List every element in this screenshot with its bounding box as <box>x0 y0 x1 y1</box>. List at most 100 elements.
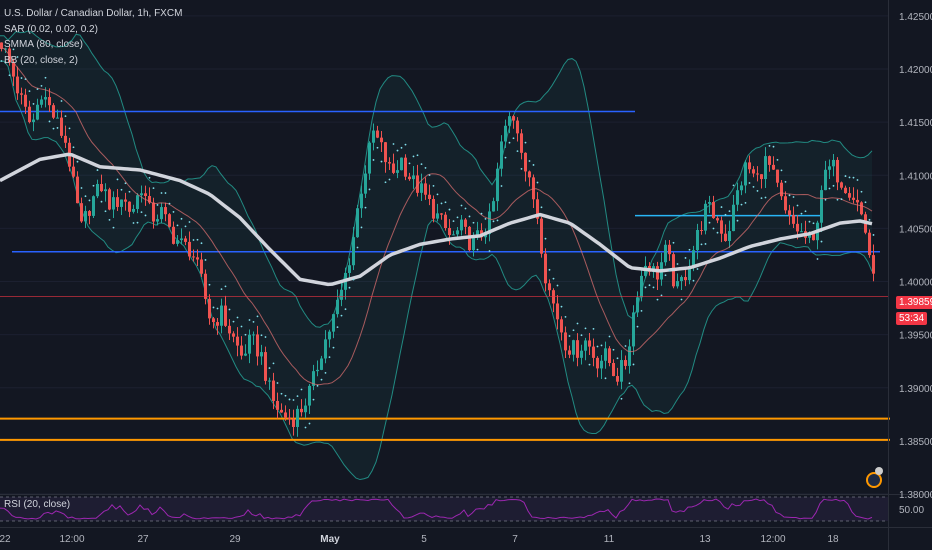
candle-body <box>604 348 607 361</box>
sar-dot <box>156 204 159 206</box>
sar-dot <box>68 127 71 130</box>
candle-body <box>516 120 519 134</box>
sar-dot <box>872 234 875 236</box>
candle-body <box>624 360 627 366</box>
candle-body <box>612 363 615 377</box>
sar-dot <box>208 283 211 286</box>
candle-body <box>592 346 595 358</box>
candle-body <box>712 202 715 219</box>
candle-body <box>192 256 195 258</box>
price-tick-label: 1.39000 <box>899 384 932 395</box>
bollinger-fill <box>0 30 872 480</box>
candle-body <box>440 213 443 215</box>
symbol-title[interactable]: U.S. Dollar / Canadian Dollar, 1h, FXCM <box>4 8 183 19</box>
candle-body <box>444 214 447 229</box>
time-axis[interactable]: 22 12:00 27 29 May 5 7 11 13 12:00 18 <box>0 534 839 545</box>
indicator-bb-label[interactable]: BB (20, close, 2) <box>4 54 78 66</box>
indicator-sar-label[interactable]: SAR (0.02, 0.02, 0.2) <box>4 23 98 35</box>
candle-body <box>384 142 387 163</box>
usd-flag-icon[interactable] <box>866 472 882 488</box>
candle-body <box>688 267 691 281</box>
sar-dot <box>88 199 91 202</box>
sar-dot <box>548 268 551 271</box>
candle-body <box>560 319 563 333</box>
candle-body <box>540 218 543 254</box>
sar-dot <box>144 214 147 217</box>
countdown-tag: 53:34 <box>896 312 928 325</box>
time-tick-label: 11 <box>604 534 615 545</box>
indicator-smma-label[interactable]: SMMA (80, close) <box>4 39 83 50</box>
sar-dot <box>852 176 855 179</box>
sar-dot <box>396 149 399 152</box>
candle-body <box>36 104 39 120</box>
candle-body <box>844 187 847 194</box>
candle-body <box>248 334 251 354</box>
price-axis[interactable]: 1.42500 1.42000 1.41500 1.41000 1.40500 1.400… <box>888 0 932 550</box>
candle-body <box>296 408 299 427</box>
sar-dot <box>76 160 79 163</box>
sar-dot <box>276 382 279 384</box>
candle-body <box>492 201 495 212</box>
candle-body <box>472 236 475 251</box>
candle-body <box>236 336 239 346</box>
candle-body <box>252 334 255 336</box>
candle-body <box>676 281 679 287</box>
candle-body <box>336 299 339 315</box>
sar-dot <box>772 145 775 148</box>
bollinger-lower <box>0 60 873 481</box>
sar-dot <box>860 190 863 193</box>
sar-dot <box>632 363 635 366</box>
sar-dot <box>48 120 51 123</box>
candle-body <box>260 352 263 357</box>
sar-dot <box>536 181 539 184</box>
candle-body <box>520 133 523 153</box>
candle-body <box>856 199 859 203</box>
sar-dot <box>848 176 851 179</box>
sar-dot <box>260 334 263 337</box>
sar-dot <box>460 204 463 207</box>
sar-dot <box>28 90 31 93</box>
candle-body <box>92 196 95 216</box>
rsi-label[interactable]: RSI (20, close) <box>4 499 71 510</box>
sar-dot <box>56 127 59 129</box>
sar-dot <box>568 335 571 337</box>
sar-dot <box>244 333 247 336</box>
candle-body <box>152 202 155 222</box>
sar-dot <box>856 179 859 181</box>
candle-body <box>312 371 315 386</box>
candle-body <box>48 97 51 106</box>
sar-dot <box>408 162 411 165</box>
sar-dot <box>344 308 347 311</box>
sar-dot <box>584 327 587 330</box>
candle-body <box>16 76 19 94</box>
candle-body <box>776 169 779 183</box>
candle-body <box>288 417 291 420</box>
candle-body <box>832 159 835 167</box>
candle-body <box>500 141 503 169</box>
sar-dot <box>488 250 491 252</box>
candle-body <box>272 380 275 401</box>
candle-body <box>496 168 499 202</box>
sar-dot <box>8 74 11 77</box>
sar-dot <box>580 334 583 337</box>
sar-dot <box>32 103 35 105</box>
candle-body <box>460 219 463 231</box>
sar-dot <box>628 382 631 385</box>
sar-dot <box>440 202 443 205</box>
candle-body <box>280 409 283 413</box>
sar-dot <box>268 367 271 369</box>
candle-body <box>840 182 843 188</box>
sar-dot <box>372 159 375 161</box>
sar-dot <box>596 345 599 348</box>
sar-dot <box>404 143 407 146</box>
candle-body <box>728 231 731 242</box>
sar-dot <box>192 239 195 241</box>
sar-dot <box>576 322 579 325</box>
candle-body <box>576 340 579 358</box>
sar-dot <box>552 277 555 280</box>
rsi-panel: 50.00 <box>0 494 932 528</box>
candle-body <box>164 207 167 215</box>
candle-body <box>216 322 219 326</box>
sar-dot <box>868 218 871 221</box>
